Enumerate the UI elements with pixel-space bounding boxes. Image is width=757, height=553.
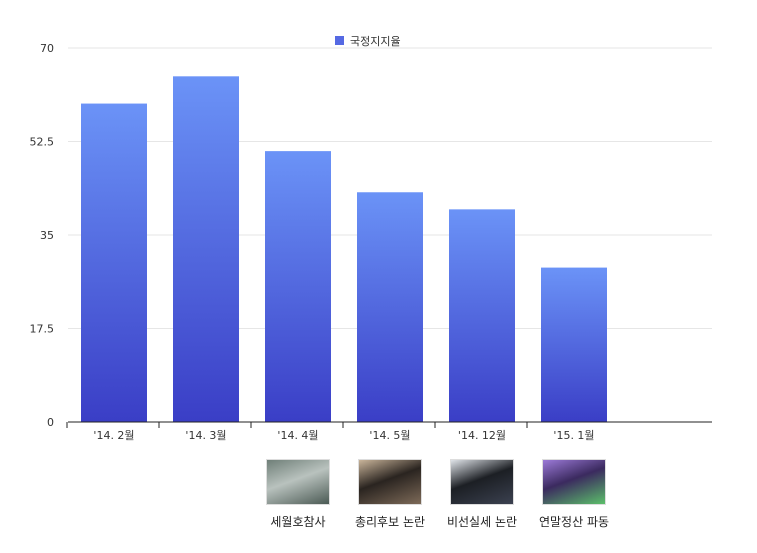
- y-tick-label: 0: [47, 416, 54, 429]
- y-tick-label: 70: [40, 42, 54, 55]
- event-photo: [266, 459, 330, 505]
- legend: 국정지지율: [335, 35, 401, 48]
- event-label: 총리후보 논란: [354, 515, 426, 529]
- y-tick-label: 35: [40, 229, 54, 242]
- bar: [265, 151, 331, 423]
- x-tick-label: '15. 1월: [553, 429, 594, 442]
- event-label: 비선실세 논란: [446, 515, 518, 529]
- bar: [357, 192, 423, 422]
- legend-swatch: [335, 36, 344, 45]
- event-photo: [450, 459, 514, 505]
- event-photo: [358, 459, 422, 505]
- bar: [541, 267, 607, 422]
- bar: [173, 76, 239, 423]
- event-photo: [542, 459, 606, 505]
- event-label: 세월호참사: [270, 515, 326, 529]
- x-tick-label: '14. 5월: [369, 429, 410, 442]
- x-tick-label: '14. 2월: [93, 429, 134, 442]
- bar: [81, 103, 147, 423]
- x-tick-label: '14. 3월: [185, 429, 226, 442]
- y-tick-label: 52.5: [30, 136, 55, 149]
- legend-label: 국정지지율: [350, 35, 401, 48]
- axes: 0 17.5 35 52.5 70 '14. 2월 '14. 3월 '14. 4월 '14. 5…: [30, 42, 712, 442]
- y-tick-label: 17.5: [30, 323, 55, 336]
- event-label: 연말정산 파동: [538, 515, 610, 529]
- bars: [81, 76, 607, 423]
- x-tick-label: '14. 4월: [277, 429, 318, 442]
- bar: [449, 209, 515, 422]
- x-tick-label: '14. 12월: [458, 429, 506, 442]
